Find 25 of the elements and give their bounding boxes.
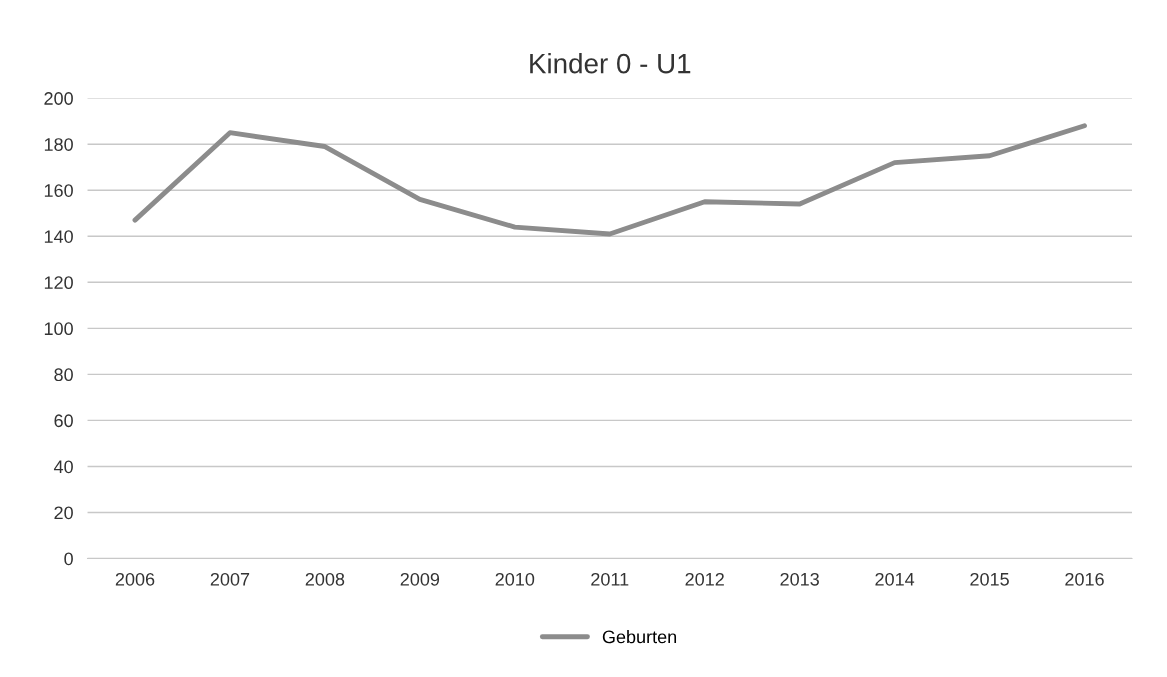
y-tick-label: 60	[54, 414, 73, 428]
line-series	[132, 123, 1087, 237]
y-tick-label: 0	[64, 552, 73, 566]
x-tick-label: 2013	[780, 572, 819, 586]
y-tick-label: 180	[44, 138, 73, 151]
x-tick-label: 2010	[495, 572, 535, 586]
y-tick-label: 200	[44, 92, 73, 105]
legend-label: Geburten	[602, 630, 677, 644]
y-tick-label: 20	[54, 506, 73, 520]
x-tick-label: 2012	[685, 572, 724, 586]
x-tick-label: 2014	[875, 572, 915, 586]
y-tick-label: 140	[44, 230, 73, 243]
x-tick-label: 2006	[115, 572, 155, 586]
y-tick-label: 100	[44, 322, 73, 336]
x-tick-label: 2016	[1065, 572, 1104, 586]
y-tick-label: 160	[44, 184, 73, 197]
chart-title: Kinder 0 - U1	[530, 53, 691, 74]
y-tick-label: 80	[54, 368, 73, 382]
y-tick-label: 40	[53, 460, 73, 474]
x-tick-label: 2015	[970, 572, 1009, 586]
x-tick-label: 2009	[400, 572, 440, 586]
x-tick-label: 2008	[305, 572, 345, 586]
y-tick-label: 120	[44, 276, 73, 290]
x-tick-label: 2007	[210, 572, 250, 586]
x-tick-label: 2011	[591, 572, 629, 586]
